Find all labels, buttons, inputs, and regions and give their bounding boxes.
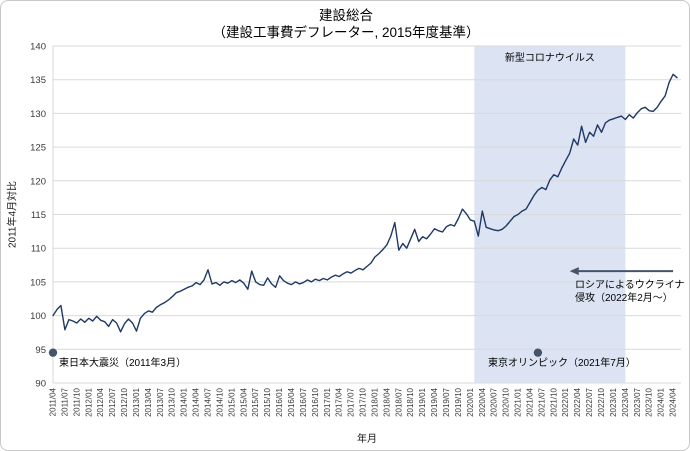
svg-text:90: 90 <box>35 379 46 390</box>
chart-title: 建設総合 （建設工事費デフレーター, 2015年度基準） <box>1 7 689 41</box>
svg-text:2019/07: 2019/07 <box>442 387 451 416</box>
svg-text:120: 120 <box>30 176 46 187</box>
svg-text:2020/07: 2020/07 <box>490 387 499 416</box>
svg-text:2018/07: 2018/07 <box>394 387 403 416</box>
svg-text:105: 105 <box>30 277 46 288</box>
svg-text:2012/04: 2012/04 <box>96 387 105 416</box>
y-tick-labels: 90 95 100 105 110 115 120 125 130 135 140 <box>30 42 46 390</box>
svg-text:2014/04: 2014/04 <box>192 387 201 416</box>
svg-text:2014/10: 2014/10 <box>215 387 224 416</box>
y-axis-title: 2011年4月対比 <box>7 180 19 249</box>
ukraine-annotation-label: ロシアによるウクライナ 侵攻（2022年2月～） <box>575 279 685 305</box>
svg-text:2024/04: 2024/04 <box>669 387 678 416</box>
svg-text:2011/04: 2011/04 <box>49 387 58 416</box>
svg-text:130: 130 <box>30 109 46 120</box>
svg-text:2012/01: 2012/01 <box>84 387 93 416</box>
svg-text:2020/01: 2020/01 <box>466 387 475 416</box>
svg-text:2022/01: 2022/01 <box>561 387 570 416</box>
svg-text:2023/04: 2023/04 <box>621 387 630 416</box>
svg-text:2022/10: 2022/10 <box>597 387 606 416</box>
svg-text:2012/07: 2012/07 <box>108 387 117 416</box>
svg-text:2019/04: 2019/04 <box>430 387 439 416</box>
svg-text:2015/01: 2015/01 <box>227 387 236 416</box>
svg-text:2023/07: 2023/07 <box>633 387 642 416</box>
x-axis-title: 年月 <box>357 434 377 445</box>
svg-text:2018/10: 2018/10 <box>406 387 415 416</box>
svg-text:2024/01: 2024/01 <box>657 387 666 416</box>
svg-text:2013/01: 2013/01 <box>132 387 141 416</box>
deflator-series-line <box>52 73 678 333</box>
svg-text:2019/01: 2019/01 <box>418 387 427 416</box>
svg-text:100: 100 <box>30 311 46 322</box>
gridlines <box>52 45 681 384</box>
svg-text:2014/07: 2014/07 <box>204 387 213 416</box>
ukraine-left-arrow-icon <box>569 267 674 276</box>
chart-title-line1: 建設総合 <box>319 8 373 23</box>
svg-text:2022/04: 2022/04 <box>573 387 582 416</box>
svg-text:2021/04: 2021/04 <box>525 387 534 416</box>
olympics-event-marker <box>533 348 543 357</box>
svg-text:135: 135 <box>30 75 46 86</box>
svg-text:2013/04: 2013/04 <box>144 387 153 416</box>
svg-text:2014/01: 2014/01 <box>180 387 189 416</box>
svg-text:2015/10: 2015/10 <box>263 387 272 416</box>
svg-text:95: 95 <box>35 345 46 356</box>
covid-region-label: 新型コロナウイルス <box>504 53 595 64</box>
chart-title-line2: （建設工事費デフレーター, 2015年度基準） <box>212 25 480 40</box>
svg-text:2021/10: 2021/10 <box>549 387 558 416</box>
svg-text:2017/07: 2017/07 <box>347 387 356 416</box>
ukraine-annotation-line2: 侵攻（2022年2月～） <box>575 293 673 304</box>
svg-text:2015/04: 2015/04 <box>239 387 248 416</box>
svg-text:2022/07: 2022/07 <box>585 387 594 416</box>
svg-text:2015/07: 2015/07 <box>251 387 260 416</box>
svg-text:110: 110 <box>31 244 46 255</box>
svg-text:2012/10: 2012/10 <box>120 387 129 416</box>
earthquake-annotation-label: 東日本大震災（2011年3月） <box>59 358 187 369</box>
svg-text:115: 115 <box>31 210 46 221</box>
svg-text:2017/01: 2017/01 <box>323 387 332 416</box>
svg-text:2021/01: 2021/01 <box>514 387 523 416</box>
svg-text:2023/10: 2023/10 <box>645 387 654 416</box>
svg-text:2016/10: 2016/10 <box>311 387 320 416</box>
svg-text:2021/07: 2021/07 <box>537 387 546 416</box>
svg-text:2013/07: 2013/07 <box>156 387 165 416</box>
x-tick-labels: 2011/04 2011/07 2011/10 2012/01 2012/04 2012/… <box>49 387 678 416</box>
earthquake-event-marker <box>48 348 58 357</box>
svg-text:2011/07: 2011/07 <box>60 387 69 416</box>
svg-text:2020/04: 2020/04 <box>478 387 487 416</box>
svg-text:2018/04: 2018/04 <box>382 387 391 416</box>
svg-text:2013/10: 2013/10 <box>168 387 177 416</box>
svg-text:2016/07: 2016/07 <box>299 387 308 416</box>
svg-text:2020/10: 2020/10 <box>502 387 511 416</box>
svg-text:2023/01: 2023/01 <box>609 387 618 416</box>
svg-text:140: 140 <box>30 42 46 53</box>
ukraine-annotation-line1: ロシアによるウクライナ <box>575 280 685 291</box>
svg-text:2018/01: 2018/01 <box>370 387 379 416</box>
svg-text:125: 125 <box>30 143 46 154</box>
svg-text:2019/10: 2019/10 <box>454 387 463 416</box>
svg-text:2016/01: 2016/01 <box>275 387 284 416</box>
svg-text:2016/04: 2016/04 <box>287 387 296 416</box>
svg-text:2017/04: 2017/04 <box>335 387 344 416</box>
svg-text:2011/10: 2011/10 <box>72 387 81 416</box>
olympics-annotation-label: 東京オリンピック（2021年7月） <box>488 358 636 369</box>
svg-text:2017/10: 2017/10 <box>359 387 368 416</box>
